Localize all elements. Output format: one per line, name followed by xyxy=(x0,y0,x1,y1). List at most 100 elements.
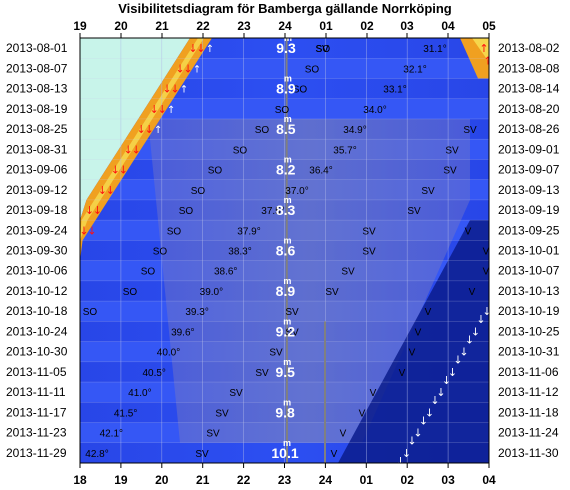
direction-label: SV xyxy=(285,327,299,338)
top-hour-label: 02 xyxy=(360,19,374,33)
direction-label: V xyxy=(409,348,416,359)
direction-label: SV xyxy=(206,429,220,440)
direction-label: SO xyxy=(167,226,182,237)
left-date-label: 2013-11-17 xyxy=(6,405,67,419)
left-date-label: 2013-09-06 xyxy=(6,163,68,177)
top-hour-label: 19 xyxy=(73,19,87,33)
altitude-label: 37.9° xyxy=(237,226,260,237)
direction-label: SO xyxy=(316,44,331,55)
rise-arrow: ↓ xyxy=(79,224,88,237)
bottom-hour-label: 24 xyxy=(319,473,333,487)
set-arrow: ↓ xyxy=(465,333,474,346)
set-arrow: ↓ xyxy=(459,346,468,359)
set-arrow: ↓ xyxy=(471,325,480,338)
magnitude-label: 8.9 xyxy=(276,81,296,97)
magnitude-label: 8.9 xyxy=(276,283,296,299)
bottom-hour-label: 21 xyxy=(196,473,210,487)
bottom-hour-label: 03 xyxy=(441,473,455,487)
altitude-label: 31.1° xyxy=(423,44,446,55)
left-date-label: 2013-11-23 xyxy=(6,426,67,440)
left-date-label: 2013-09-12 xyxy=(6,183,68,197)
left-date-label: 2013-11-05 xyxy=(6,365,67,379)
magnitude-unit: m xyxy=(283,316,291,326)
bottom-hour-label: 04 xyxy=(482,473,496,487)
direction-label: V xyxy=(370,388,377,399)
right-date-label: 2013-10-31 xyxy=(498,345,560,359)
altitude-label: 41.5° xyxy=(114,408,137,419)
top-hour-label: 03 xyxy=(400,19,414,33)
right-date-label: 2013-11-24 xyxy=(498,426,559,440)
direction-label: V xyxy=(483,267,490,278)
direction-label: SV xyxy=(285,307,299,318)
direction-label: SV xyxy=(255,368,269,379)
rise-arrow: ↓ xyxy=(106,184,115,197)
direction-label: V xyxy=(469,287,476,298)
direction-label: SO xyxy=(275,105,290,116)
right-date-label: 2013-09-07 xyxy=(498,163,560,177)
direction-label: SV xyxy=(445,145,459,156)
right-date-label: 2013-08-02 xyxy=(498,41,560,55)
chart-title: Visibilitetsdiagram för Bamberga gälland… xyxy=(118,1,452,16)
top-hour-label: 05 xyxy=(482,19,496,33)
altitude-label: 35.7° xyxy=(333,145,356,156)
altitude-label: 42.8° xyxy=(85,449,108,460)
direction-label: SO xyxy=(305,64,320,75)
set-arrow: ↓ xyxy=(436,386,445,399)
set-arrow: ↓ xyxy=(476,313,485,326)
altitude-label: 34.9° xyxy=(343,125,366,136)
magnitude-unit: m xyxy=(284,74,292,84)
twilight-caret: ↑ xyxy=(206,44,214,55)
axis-labels: 19 20 21 22 23 24 01 02 03 04 05 18 19 20 21 22 23 24 01 02… xyxy=(6,19,560,487)
direction-label: SO xyxy=(153,247,168,258)
set-arrow: ↓ xyxy=(407,435,416,448)
right-date-label: 2013-11-12 xyxy=(498,385,559,399)
direction-label: V xyxy=(483,247,490,258)
bottom-hour-label: 20 xyxy=(155,473,169,487)
rise-arrow: ↓ xyxy=(111,164,120,177)
left-date-label: 2013-09-24 xyxy=(6,223,68,237)
set-arrow: ↓ xyxy=(430,394,439,407)
top-hour-label: 24 xyxy=(278,19,292,33)
direction-label: SV xyxy=(341,267,355,278)
rise-arrow: ↓ xyxy=(196,42,205,55)
right-date-label: 2013-10-25 xyxy=(498,324,560,338)
rise-arrow: ↓ xyxy=(183,62,192,75)
direction-label: SV xyxy=(315,44,329,55)
rise-arrow: ↓ xyxy=(175,62,184,75)
direction-label: V xyxy=(465,226,472,237)
left-date-label: 2013-08-31 xyxy=(6,142,68,156)
left-date-label: 2013-08-19 xyxy=(6,102,68,116)
magnitude-unit: m xyxy=(283,236,291,246)
right-date-label: 2013-11-30 xyxy=(498,446,559,460)
direction-label: SV xyxy=(269,348,283,359)
left-date-label: 2013-10-06 xyxy=(6,264,68,278)
rise-arrow: ↑ xyxy=(479,42,488,55)
rise-arrow: ↓ xyxy=(124,143,133,156)
left-date-label: 2013-08-25 xyxy=(6,122,68,136)
altitude-label: 36.4° xyxy=(309,166,332,177)
rise-arrow: ↓ xyxy=(171,83,180,96)
altitude-label: 32.1° xyxy=(403,64,426,75)
top-hour-label: 23 xyxy=(237,19,251,33)
rise-arrow: ↑ xyxy=(483,54,492,67)
direction-label: SO xyxy=(293,85,308,96)
altitude-label: 37.0° xyxy=(285,186,308,197)
right-date-label: 2013-09-01 xyxy=(498,142,560,156)
direction-label: SV xyxy=(463,125,477,136)
magnitude-label: 8.3 xyxy=(276,202,296,218)
left-date-label: 2013-11-11 xyxy=(6,385,66,399)
left-date-label: 2013-10-18 xyxy=(6,304,68,318)
direction-label: SV xyxy=(362,226,376,237)
altitude-label: 33.1° xyxy=(383,85,406,96)
direction-label: SO xyxy=(233,145,248,156)
top-hour-label: 22 xyxy=(196,19,210,33)
magnitude-unit: m xyxy=(283,276,291,286)
altitude-label: 40.5° xyxy=(142,368,165,379)
rise-arrow: ↓ xyxy=(119,164,128,177)
direction-label: SV xyxy=(443,166,457,177)
direction-label: V xyxy=(359,408,366,419)
set-arrow: ↓ xyxy=(442,374,451,387)
rise-arrow: ↓ xyxy=(150,103,159,116)
bottom-hour-label: 18 xyxy=(73,473,87,487)
